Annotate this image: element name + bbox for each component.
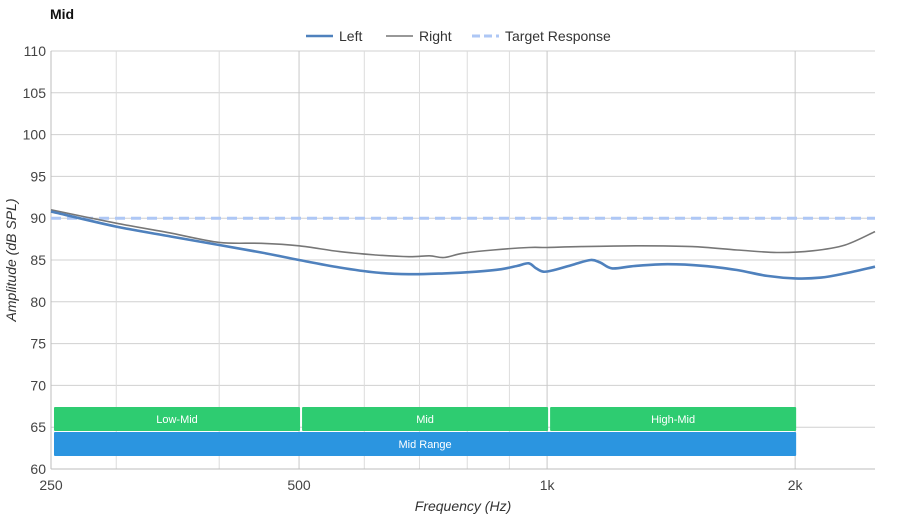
y-tick-label: 95 <box>30 168 46 184</box>
y-tick-label: 70 <box>30 377 46 393</box>
y-tick-label: 60 <box>30 461 46 477</box>
frequency-bands: Low-Mid Mid High-Mid Mid Range <box>54 407 797 456</box>
series-line-left <box>50 210 876 280</box>
y-tick-label: 90 <box>30 210 46 226</box>
band-bar <box>550 407 797 431</box>
band-label: Mid Range <box>398 439 451 451</box>
series-lines <box>50 209 876 280</box>
chart-title: Mid <box>50 6 74 22</box>
band-bar <box>54 432 797 456</box>
legend-label: Target Response <box>505 28 611 44</box>
legend-label: Left <box>339 28 362 44</box>
series-line-right <box>50 209 876 259</box>
axis-ticks: 60 65 70 75 80 85 90 95 100 105 110 250 500 1k 2k <box>23 43 804 493</box>
band-label: Mid <box>416 414 434 426</box>
y-tick-label: 75 <box>30 336 46 352</box>
band-bar <box>54 407 301 431</box>
y-axis-label: Amplitude (dB SPL) <box>3 199 19 323</box>
band-label: High-Mid <box>651 414 695 426</box>
band-label: Low-Mid <box>156 414 198 426</box>
y-tick-label: 105 <box>23 85 47 101</box>
x-tick-label: 1k <box>540 477 556 493</box>
y-tick-label: 85 <box>30 252 46 268</box>
x-tick-label: 2k <box>788 477 804 493</box>
y-tick-label: 100 <box>23 127 47 143</box>
x-tick-label: 500 <box>287 477 311 493</box>
x-tick-label: 250 <box>39 477 63 493</box>
band-bar <box>302 407 549 431</box>
x-axis-label: Frequency (Hz) <box>415 498 511 514</box>
legend: Left Right Target Response <box>306 28 611 44</box>
y-tick-label: 65 <box>30 419 46 435</box>
grid <box>50 50 875 470</box>
y-tick-label: 80 <box>30 294 46 310</box>
legend-label: Right <box>419 28 452 44</box>
y-tick-label: 110 <box>24 43 47 59</box>
